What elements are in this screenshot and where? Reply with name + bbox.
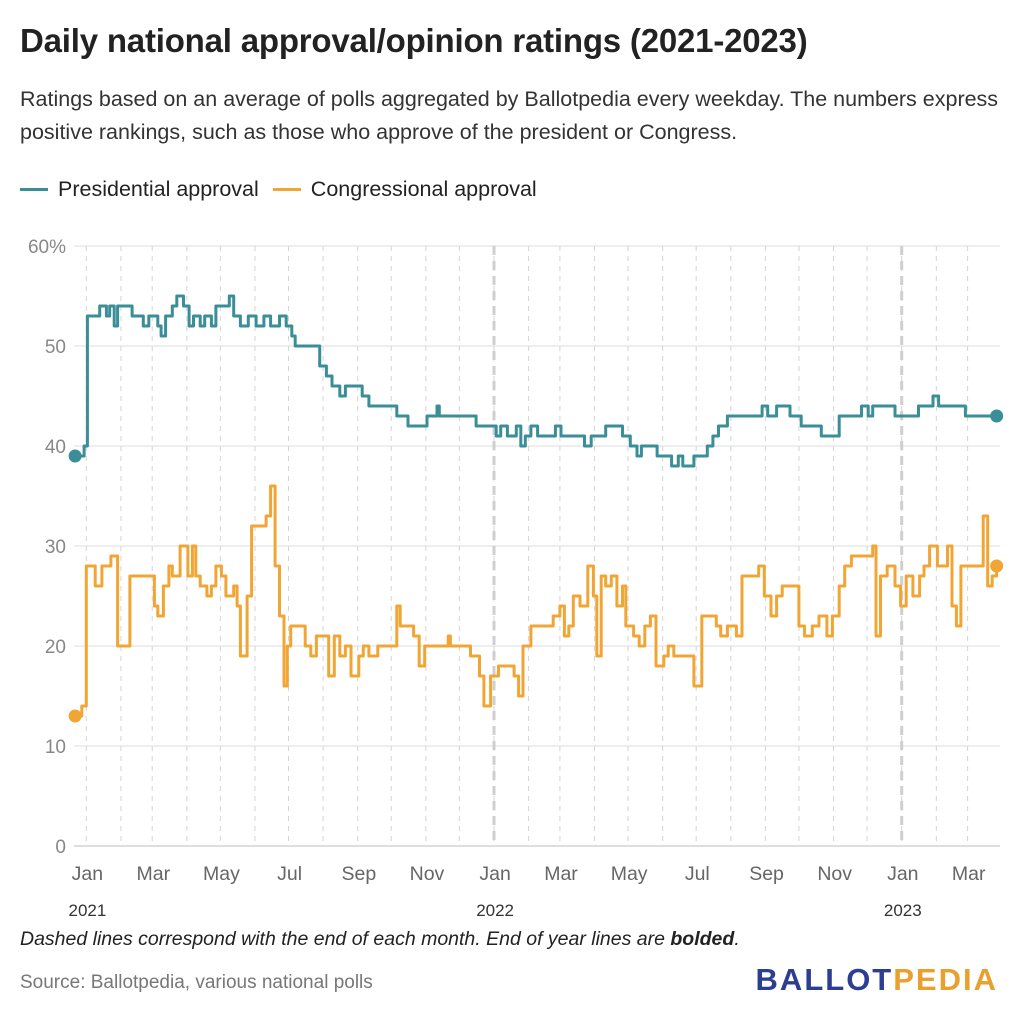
source-note: Source: Ballotpedia, various national po… (20, 972, 373, 993)
ballotpedia-logo: BALLOTPEDIA (756, 962, 998, 998)
y-tick-label: 30 (45, 537, 66, 558)
x-tick-label: Jul (277, 863, 302, 885)
footnote: Dashed lines correspond with the end of … (20, 928, 740, 951)
series-line-presidential (75, 294, 997, 468)
series-line-congressional (75, 484, 999, 718)
legend-item-presidential: Presidential approval (20, 177, 259, 202)
logo-part-pedia: PEDIA (893, 962, 998, 997)
footnote-text: Dashed lines correspond with the end of … (20, 928, 671, 950)
chart-title: Daily national approval/opinion ratings … (20, 22, 808, 59)
series-start-point-presidential (68, 449, 82, 463)
series-start-point-congressional (68, 709, 82, 723)
legend-label-congressional: Congressional approval (310, 176, 537, 201)
logo-part-ballot: BALLOT (755, 962, 894, 997)
x-year-label: 2023 (884, 901, 922, 920)
series-end-point-congressional (990, 559, 1004, 573)
y-tick-label: 40 (45, 437, 66, 458)
x-tick-label: Mar (137, 863, 171, 885)
y-tick-label: 60% (28, 237, 66, 258)
x-tick-label: Sep (341, 863, 376, 885)
y-tick-label: 20 (45, 637, 66, 658)
x-year-label: 2022 (476, 901, 514, 920)
x-tick-label: May (611, 863, 648, 885)
y-tick-label: 10 (45, 737, 66, 758)
y-tick-label: 50 (45, 337, 66, 358)
x-year-label: 2021 (68, 901, 106, 920)
x-tick-label: Jan (479, 863, 510, 885)
legend-item-congressional: Congressional approval (272, 176, 537, 202)
x-tick-label: Mar (952, 863, 986, 885)
x-tick-label: Jan (72, 863, 103, 885)
x-tick-label: Nov (817, 863, 852, 885)
legend-swatch-congressional (272, 187, 301, 191)
legend-swatch-presidential (20, 187, 48, 191)
line-chart: 0 10 20 30 40 50 60% Jan Mar May Jul Sep Nov Jan Mar Ma… (28, 237, 1004, 920)
footnote-bold: bolded (670, 928, 735, 950)
legend: Presidential approval Congressional appr… (20, 173, 551, 205)
x-tick-label: Mar (544, 863, 578, 885)
legend-label-presidential: Presidential approval (58, 176, 259, 201)
chart-subtitle: Ratings based on an average of polls agg… (20, 87, 999, 144)
x-tick-label: Jul (685, 863, 710, 885)
series-end-point-presidential (990, 409, 1004, 423)
x-tick-label: Sep (749, 863, 784, 885)
y-tick-label: 0 (55, 837, 66, 858)
x-tick-label: May (203, 863, 240, 885)
footnote-end: . (734, 928, 740, 950)
x-tick-label: Nov (410, 863, 445, 885)
x-tick-label: Jan (887, 863, 918, 885)
